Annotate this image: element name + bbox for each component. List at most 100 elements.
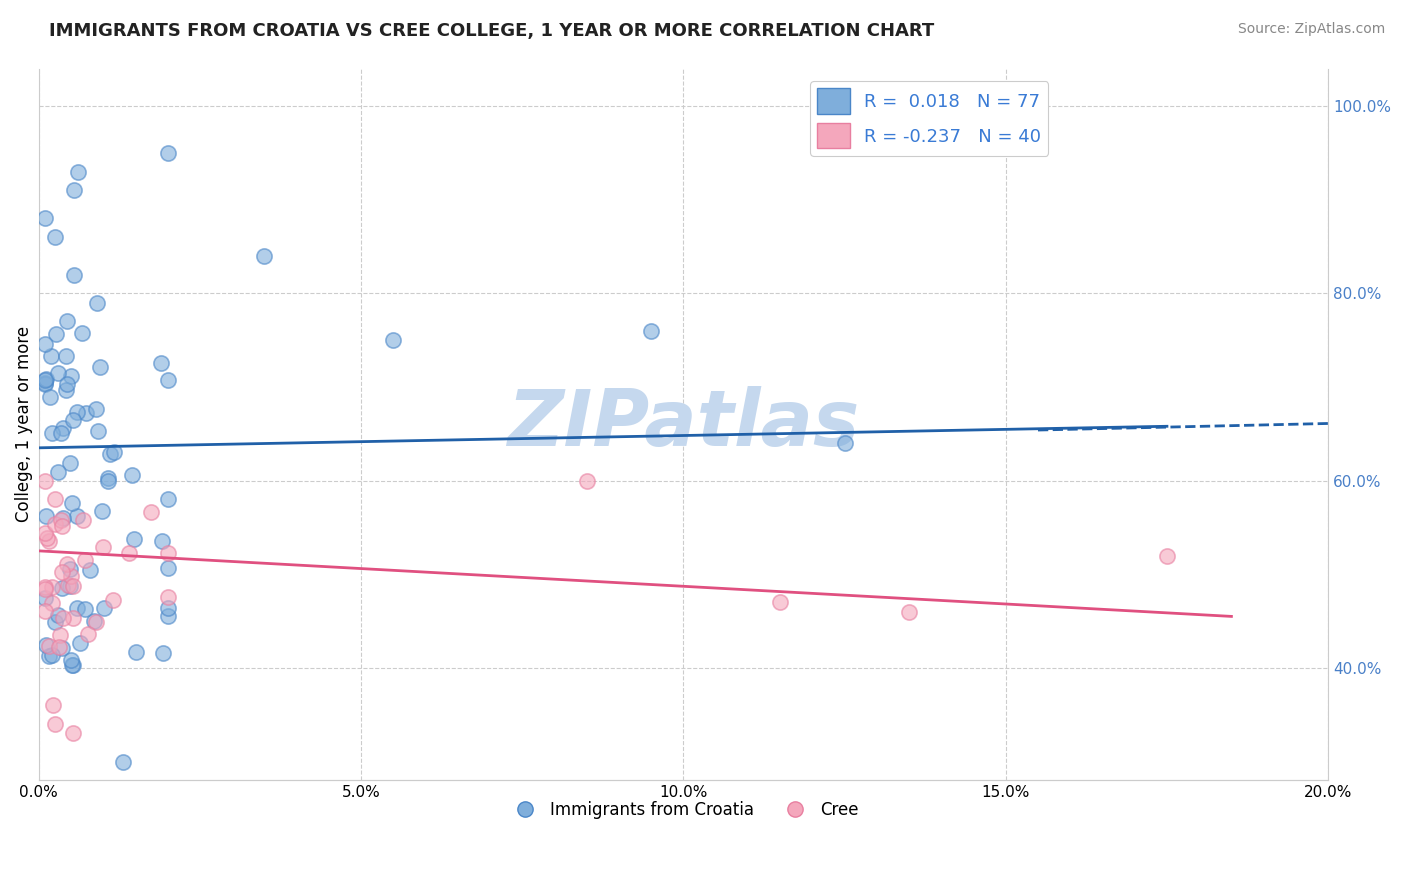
Point [41, 596, 63, 610]
Point [382, 333, 405, 347]
Point [86, 295, 108, 310]
Point [62, 658, 84, 673]
Point [122, 533, 145, 547]
Point [38, 639, 60, 653]
Point [63, 183, 86, 197]
Point [38, 648, 60, 663]
Point [59, 579, 82, 593]
Point [66, 508, 89, 523]
Point [253, 249, 276, 263]
Point [52, 511, 75, 525]
Point [156, 608, 179, 623]
Point [97, 471, 120, 485]
Point [69, 636, 91, 650]
Point [34, 604, 56, 618]
Point [89, 360, 111, 375]
Point [125, 645, 148, 659]
Point [52, 421, 75, 435]
Point [52, 611, 75, 625]
Point [152, 647, 174, 661]
Point [60, 368, 83, 383]
Point [75, 406, 97, 420]
Point [73, 602, 96, 616]
Point [72, 326, 94, 340]
Point [35, 638, 58, 652]
Point [101, 592, 124, 607]
Point [39, 349, 62, 363]
Point [56, 558, 79, 572]
Point [35, 371, 58, 385]
Legend: Immigrants from Croatia, Cree: Immigrants from Croatia, Cree [502, 794, 866, 825]
Point [62, 611, 84, 625]
Point [46, 607, 69, 622]
Point [62, 579, 84, 593]
Point [156, 560, 179, 574]
Point [1156, 549, 1178, 563]
Point [83, 614, 105, 628]
Point [44, 230, 66, 244]
Point [39, 390, 62, 404]
Point [87, 424, 110, 438]
Point [48, 640, 70, 655]
Point [141, 505, 163, 519]
Point [34, 591, 56, 605]
Point [156, 546, 179, 560]
Point [59, 456, 82, 470]
Point [55, 383, 77, 397]
Point [156, 373, 179, 387]
Point [56, 377, 79, 392]
Point [156, 145, 179, 160]
Point [44, 517, 66, 532]
Point [34, 211, 56, 226]
Point [58, 562, 80, 576]
Point [156, 491, 179, 506]
Point [55, 349, 77, 363]
Point [121, 468, 143, 483]
Point [769, 595, 792, 609]
Point [79, 563, 101, 577]
Point [66, 600, 89, 615]
Point [91, 504, 114, 518]
Point [98, 447, 121, 461]
Point [60, 658, 83, 673]
Point [51, 581, 73, 595]
Point [63, 268, 86, 282]
Point [46, 465, 69, 479]
Point [34, 377, 56, 392]
Point [118, 546, 141, 560]
Point [56, 314, 79, 328]
Point [51, 641, 73, 656]
Point [44, 492, 66, 507]
Point [834, 436, 856, 450]
Point [84, 615, 107, 629]
Text: IMMIGRANTS FROM CROATIA VS CREE COLLEGE, 1 YEAR OR MORE CORRELATION CHART: IMMIGRANTS FROM CROATIA VS CREE COLLEGE,… [49, 22, 935, 40]
Point [93, 600, 115, 615]
Point [49, 426, 72, 441]
Point [103, 444, 125, 458]
Point [84, 401, 107, 416]
Point [34, 337, 56, 351]
Point [77, 627, 100, 641]
Point [111, 755, 134, 769]
Point [34, 474, 56, 488]
Point [34, 580, 56, 594]
Text: Source: ZipAtlas.com: Source: ZipAtlas.com [1237, 22, 1385, 37]
Point [49, 513, 72, 527]
Point [48, 628, 70, 642]
Point [62, 413, 84, 427]
Point [62, 726, 84, 740]
Point [156, 601, 179, 615]
Point [59, 653, 82, 667]
Point [575, 474, 598, 488]
Point [150, 533, 173, 548]
Y-axis label: College, 1 year or more: College, 1 year or more [15, 326, 32, 523]
Point [34, 582, 56, 597]
Point [34, 376, 56, 390]
Point [34, 373, 56, 387]
Point [67, 164, 90, 178]
Point [44, 717, 66, 731]
Point [45, 326, 67, 341]
Point [898, 605, 921, 619]
Point [35, 531, 58, 545]
Point [59, 569, 82, 583]
